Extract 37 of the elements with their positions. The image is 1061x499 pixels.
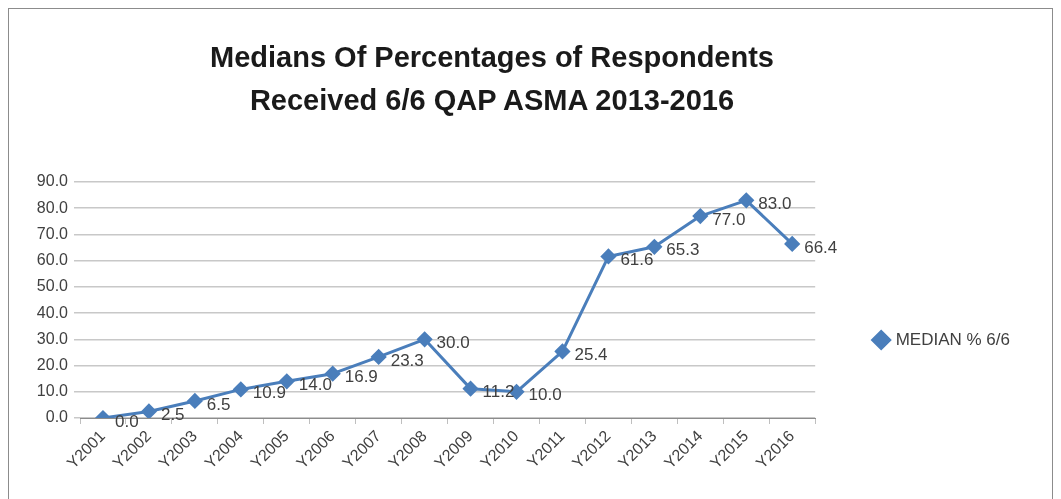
- data-label: 23.3: [390, 350, 424, 370]
- point: [233, 381, 249, 397]
- data-label: 16.9: [344, 367, 378, 387]
- data-label: 77.0: [712, 209, 746, 229]
- y-tick-label: 10.0: [36, 382, 69, 400]
- point: [554, 343, 570, 359]
- data-label: 83.0: [758, 194, 792, 214]
- chart-title: Medians Of Percentages of Respondents Received 6/6 QAP ASMA 2013-2016: [209, 40, 775, 118]
- point: [692, 208, 708, 224]
- data-label: 61.6: [620, 250, 654, 270]
- data-label: 65.3: [666, 240, 700, 260]
- point: [463, 381, 479, 397]
- data-label: 25.4: [574, 345, 608, 365]
- y-tick-label: 80.0: [36, 198, 69, 216]
- y-tick-label: 30.0: [36, 329, 69, 347]
- point: [738, 192, 754, 208]
- point: [417, 331, 433, 347]
- y-tick-label: 90.0: [36, 172, 69, 190]
- data-label: 30.0: [436, 333, 470, 353]
- point: [784, 236, 800, 252]
- point: [141, 403, 157, 418]
- point: [371, 349, 387, 365]
- y-tick-label: 40.0: [36, 303, 69, 321]
- data-label: 10.0: [528, 385, 562, 405]
- data-label: 10.9: [252, 383, 286, 403]
- y-tick-label: 20.0: [36, 355, 69, 373]
- legend-label: MEDIAN % 6/6: [895, 329, 1010, 349]
- data-label: 6.5: [206, 394, 231, 414]
- y-tick-label: 50.0: [36, 277, 69, 295]
- y-tick-label: 0.0: [45, 408, 69, 426]
- point: [187, 393, 203, 409]
- y-tick-label: 70.0: [36, 224, 69, 242]
- data-label: 14.0: [298, 374, 332, 394]
- y-tick-label: 60.0: [36, 251, 69, 269]
- point: [600, 248, 616, 264]
- data-label: 66.4: [804, 237, 838, 257]
- point: [646, 239, 662, 255]
